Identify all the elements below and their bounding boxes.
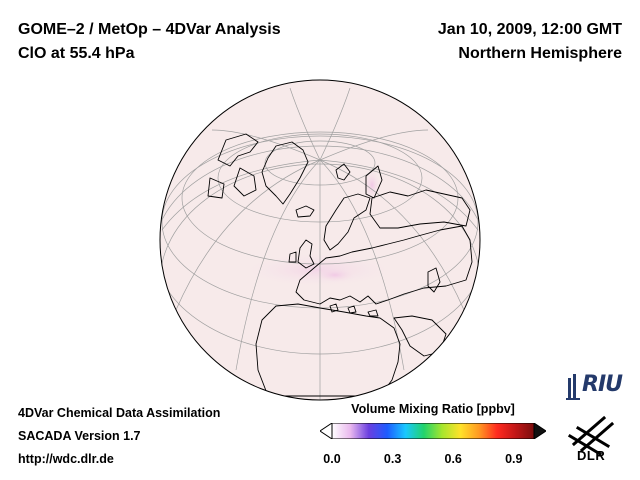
arctic-russia-coast	[369, 189, 471, 229]
british-isles-coast	[288, 239, 315, 269]
colorbar-ramp	[331, 423, 535, 439]
caspian-coast	[427, 267, 441, 293]
dlr-logo	[567, 415, 615, 457]
europe-coast	[295, 225, 473, 305]
version-label: SACADA Version 1.7	[18, 429, 141, 443]
colorbar-tick-label: 0.3	[383, 452, 402, 466]
coastlines	[207, 133, 473, 397]
arctic-canada-coast	[207, 133, 259, 199]
colorbar-tick-label: 0.6	[444, 452, 462, 466]
colorbar-max-arrow	[533, 423, 546, 439]
africa-coast	[255, 303, 401, 397]
globe-outline	[159, 79, 481, 401]
riu-bar-1	[568, 378, 571, 398]
iceland-coast	[295, 205, 315, 218]
footer-credits: 4DVar Chemical Data Assimilation SACADA …	[18, 402, 220, 471]
product-title: GOME–2 / MetOp – 4DVar Analysis	[18, 21, 281, 38]
species-level: ClO at 55.4 hPa	[18, 45, 135, 62]
region-label: Northern Hemisphere	[458, 45, 622, 62]
colorbar-tick-label: 0.9	[505, 452, 523, 466]
dlr-logo-text: DLR	[577, 448, 606, 463]
enhanced-clo-core	[313, 267, 357, 283]
svalbard-coast	[335, 163, 351, 181]
novaya-zemlya-coast	[365, 165, 383, 199]
colorbar-tick-label: 0.0	[323, 452, 341, 466]
riu-bar-2	[573, 374, 576, 398]
date-region-block: Jan 10, 2009, 12:00 GMT Northern Hemisph…	[438, 18, 622, 66]
riu-logo	[566, 374, 580, 400]
dlr-emblem	[567, 415, 615, 457]
mediterranean-islands	[329, 303, 379, 317]
title-block: GOME–2 / MetOp – 4DVar Analysis ClO at 5…	[18, 18, 281, 66]
colorbar-min-arrow	[320, 423, 333, 439]
website-link[interactable]: http://wdc.dlr.de	[18, 452, 114, 466]
greenland-coast	[261, 141, 309, 205]
scandinavia-coast	[323, 193, 371, 251]
colorbar	[320, 423, 546, 439]
analysis-datetime: Jan 10, 2009, 12:00 GMT	[437, 21, 622, 38]
colorbar-title: Volume Mixing Ratio [ppbv]	[351, 402, 515, 416]
riu-base	[566, 398, 580, 400]
system-name: 4DVar Chemical Data Assimilation	[18, 406, 221, 420]
riu-logo-text: RIU	[582, 372, 623, 397]
